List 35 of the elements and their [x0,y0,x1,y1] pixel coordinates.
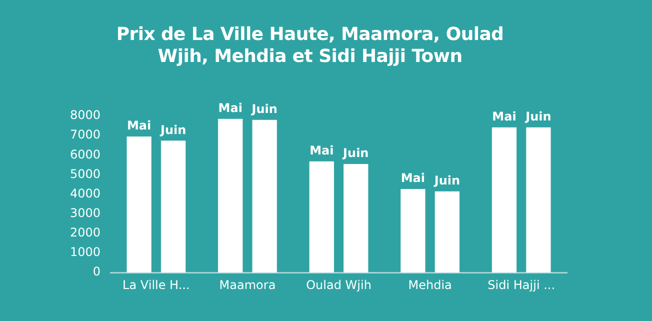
x-tick-label: Maamora [219,278,276,292]
bar [526,127,551,273]
y-tick-label: 8000 [70,108,101,122]
y-tick-label: 1000 [70,245,101,260]
x-tick-label: Oulad Wjih [306,278,372,292]
text: Juin [343,146,369,160]
text: Juin [526,109,552,124]
y-tick-label: 2000 [70,226,101,240]
x-tick-label: Sidi Hajji ... [488,278,556,292]
bar [252,120,277,273]
chart-title: Prix de La Ville Haute, Maamora, Oulad Wjih, Mehdia et Sidi Hajji Town [115,24,505,68]
x-tick-label: Mehdia [408,278,452,292]
text: Mai [310,144,334,158]
text: Mai [492,109,516,124]
bar [434,191,460,273]
x-tick-label: La Ville H... [122,278,190,292]
y-tick-label: 5000 [70,166,101,181]
bar [309,161,334,273]
y-tick-label: 7000 [70,128,101,142]
text: Mai [400,171,426,186]
y-tick-label: 0 [92,264,101,279]
bar [492,127,517,273]
series-label: Juin [250,102,278,116]
series-label: Mai [126,118,152,133]
bar [400,189,426,273]
bar [344,164,368,273]
bar [160,140,186,273]
y-tick-label: 4000 [70,186,101,200]
y-tick-label: 6000 [70,147,101,162]
y-tick-label: 3000 [70,206,101,220]
text: Mai [218,101,242,116]
text: Juin [160,122,186,137]
text: Juin [434,173,460,188]
bar [126,136,152,273]
bar [218,118,243,273]
